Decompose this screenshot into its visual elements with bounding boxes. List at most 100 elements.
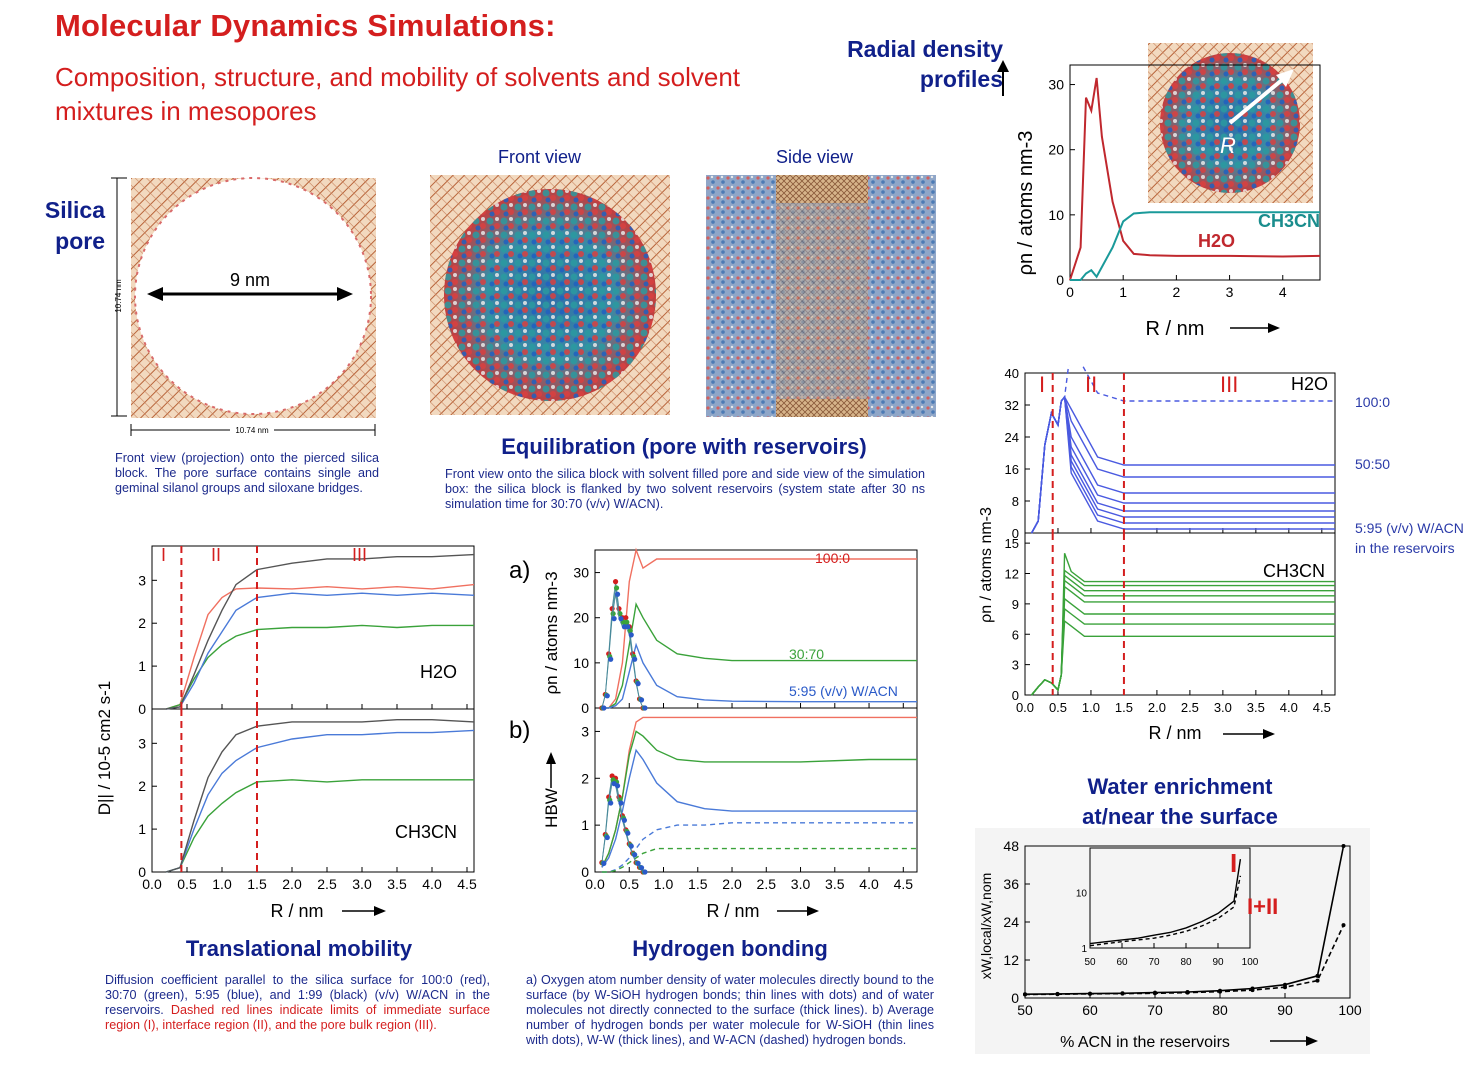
dens-xlabel-arrowhead xyxy=(1263,729,1275,739)
hb-bond-series xyxy=(601,847,917,873)
water-point xyxy=(1283,985,1287,990)
water-xtick-label: 50 xyxy=(1017,1002,1033,1018)
mob-bottom-xtick-label: 1.0 xyxy=(212,876,232,892)
water-xtick-label: 100 xyxy=(1338,1002,1362,1018)
hb-ylabel-b: HBW xyxy=(542,788,561,828)
water-enrichment-chart: 0 12 24 36 48 50 60 70 80 90 100 50 60 70 80 90 100 10 1 I… xyxy=(975,828,1370,1054)
water-point xyxy=(1341,923,1346,928)
hb-surface-density-point xyxy=(632,656,638,662)
inset-r-label: R xyxy=(1220,133,1236,158)
radial-ytick-label: 30 xyxy=(1048,77,1064,93)
water-ytick-label: 0 xyxy=(1011,990,1019,1006)
water-inset-series-I xyxy=(1089,858,1242,945)
dens-top-ytick-label: 24 xyxy=(1005,430,1019,445)
poster-title: Molecular Dynamics Simulations: xyxy=(55,8,556,43)
dens-ylabel: ρn / atoms nm-3 xyxy=(978,507,995,623)
density-profiles-chart: 0 8 16 24 32 40 0 3 6 9 12 15 0.0 0.5 1.0 1.5 2.0 2.5 3.0 3… xyxy=(978,365,1464,743)
hb-surface-density-point xyxy=(642,705,648,711)
radial-series-ch3cn xyxy=(1070,211,1320,281)
dens-acn-series xyxy=(1031,574,1335,696)
hb-surface-density-point xyxy=(614,591,621,597)
mob-bottom-xtick-label: 2.5 xyxy=(317,876,337,892)
water-inset-I: I xyxy=(1230,848,1237,878)
side-view-label: Side view xyxy=(776,147,854,167)
water-inset-xtick-label: 50 xyxy=(1084,957,1096,968)
dens-bottom-title: CH3CN xyxy=(1263,561,1325,581)
dens-region-II: II xyxy=(1085,372,1097,397)
silica-pore-figure: 9 nm 10.74 nm 10.74 nm xyxy=(111,177,376,436)
dens-bottom-ytick-label: 12 xyxy=(1005,567,1019,582)
hb-surface-bond-point xyxy=(642,869,648,875)
hb-density-series-30-70 xyxy=(601,601,917,709)
water-inset-ytick-label: 1 xyxy=(1081,944,1087,955)
water-inset-xtick-label: 90 xyxy=(1212,957,1224,968)
mob-bottom-ytick-label: 0 xyxy=(138,864,146,880)
hbond-chart: 0 10 20 30 0 1 2 3 0.0 0.5 1.0 1.5 2.0 2.5 3.0 3.5 4.0 4.… xyxy=(509,547,918,921)
water-ylabel: xW,local/xW,nom xyxy=(978,873,994,980)
dens-acn-series xyxy=(1031,569,1335,696)
mob-region-III: III xyxy=(352,545,367,565)
hb-bottom-xtick-label: 4.5 xyxy=(894,876,914,892)
mob-bottom-series-1-99 xyxy=(165,718,475,873)
mob-bottom-ytick-label: 2 xyxy=(138,778,146,794)
mob-ylabel: D|| / 10-5 cm2 s-1 xyxy=(95,681,114,815)
mob-bottom-ytick-label: 1 xyxy=(138,821,146,837)
radial-acn-label: CH3CN xyxy=(1258,211,1320,231)
hb-bottom-xtick-label: 0.5 xyxy=(620,876,640,892)
water-heading-line1: Water enrichment xyxy=(1087,774,1273,799)
dens-label-5: 5:95 (v/v) W/ACN xyxy=(1355,520,1464,536)
radial-xtick-label: 3 xyxy=(1226,284,1234,300)
dens-bottom-ytick-label: 15 xyxy=(1005,536,1019,551)
hb-surface-density-point xyxy=(623,615,629,621)
dens-bottom-xtick-label: 4.5 xyxy=(1313,700,1331,715)
radial-xtick-label: 0 xyxy=(1066,284,1074,300)
hb-density-series-5-95 xyxy=(601,642,917,709)
hb-bottom-xtick-label: 0.0 xyxy=(585,876,605,892)
radial-label-line1: Radial density xyxy=(847,36,1003,62)
dens-top-ytick-label: 0 xyxy=(1012,526,1019,541)
water-xtick-label: 70 xyxy=(1147,1002,1163,1018)
water-inset-xtick-label: 100 xyxy=(1242,957,1259,968)
mob-bottom-xtick-label: 4.5 xyxy=(457,876,477,892)
hb-ylabel-a: ρn / atoms nm-3 xyxy=(542,571,561,694)
dens-bottom-xtick-label: 0.0 xyxy=(1016,700,1034,715)
silica-pore-label: Silica pore xyxy=(44,197,105,254)
hb-bottom-ytick-label: 3 xyxy=(581,723,589,739)
radial-ytick-label: 20 xyxy=(1048,142,1064,158)
mob-bottom-label: CH3CN xyxy=(395,822,457,842)
hb-bottom-xtick-label: 2.5 xyxy=(757,876,777,892)
mob-top-ytick-label: 1 xyxy=(138,658,146,674)
water-point xyxy=(1315,978,1320,983)
hb-surface-density-point xyxy=(604,693,610,699)
hb-label-30: 30:70 xyxy=(789,646,824,662)
dens-xlabel: R / nm xyxy=(1148,723,1201,743)
radial-density-label: Radial density profiles xyxy=(790,34,1003,94)
radial-frame xyxy=(1069,64,1321,281)
dens-bottom-ytick-label: 0 xyxy=(1012,688,1019,703)
water-xtick-label: 60 xyxy=(1082,1002,1098,1018)
hb-surface-bond-point xyxy=(604,834,610,841)
mobility-chart: 0 1 2 3 0 1 2 3 0.0 0.5 1.0 1.5 2.0 2.5 3.0 3.5 4.0 4.5 I… xyxy=(95,545,477,921)
water-heading-line2: at/near the surface xyxy=(1082,804,1278,829)
water-enrichment-heading: Water enrichment at/near the surface xyxy=(1010,772,1350,832)
hb-bond-series xyxy=(601,716,917,868)
mobility-caption: Diffusion coefficient parallel to the si… xyxy=(105,973,490,1033)
hb-top-ytick-label: 0 xyxy=(581,700,589,716)
radial-h2o-label: H2O xyxy=(1198,231,1235,251)
hb-top-ytick-label: 30 xyxy=(573,565,589,581)
hb-bottom-xtick-label: 1.0 xyxy=(654,876,674,892)
water-point xyxy=(1153,991,1157,996)
water-point xyxy=(1023,992,1027,997)
mobility-caption-red: Dashed red lines indicate limits of imme… xyxy=(105,1003,490,1032)
side-view-image xyxy=(706,175,936,417)
mob-top-ytick-label: 3 xyxy=(138,572,146,588)
hb-surface-bond-point xyxy=(638,865,645,871)
water-point xyxy=(1250,988,1255,993)
hb-surface-density-point xyxy=(608,656,614,662)
hb-surface-bond-point xyxy=(632,852,638,858)
water-inset-xtick-label: 60 xyxy=(1116,957,1128,968)
radial-xtick-label: 4 xyxy=(1279,284,1287,300)
hb-top-ytick-label: 20 xyxy=(573,610,589,626)
hb-surface-bond-point xyxy=(628,843,634,849)
hb-surface-density-point xyxy=(601,705,607,711)
